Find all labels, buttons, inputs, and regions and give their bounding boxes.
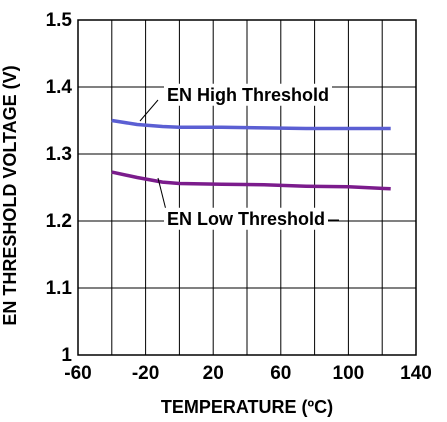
y-tick-label: 1 [61,345,72,366]
y-tick-labels: 1 1.1 1.2 1.3 1.4 1.5 [46,10,73,366]
series-line-0 [111,118,391,131]
x-tick-label: 100 [333,363,365,384]
y-tick-label: 1.3 [46,144,72,165]
x-tick-label: 20 [203,363,224,384]
annotation-leader-0 [139,99,159,122]
y-tick-label: 1.4 [46,77,73,98]
y-tick-label: 1.5 [46,10,73,31]
series-annotation-bg-1 [163,207,329,230]
series-annotation-1: EN Low Threshold [167,209,325,229]
plot-frame [77,19,417,356]
y-tick-label: 1.1 [46,278,73,299]
x-tick-labels: -60 -20 20 60 100 140 [64,363,432,384]
series-annotation-0: EN High Threshold [167,85,329,105]
x-tick-label: -60 [64,363,91,384]
series-line-1 [111,170,391,191]
series-lines [111,118,391,191]
x-axis-title: TEMPERATURE (ºC) [161,397,333,417]
series-annotation-bg-0 [164,83,332,106]
y-axis-title: EN THRESHOLD VOLTAGE (V) [0,65,20,325]
x-tick-label: -20 [132,363,159,384]
x-tick-label: 140 [400,363,432,384]
y-tick-label: 1.2 [46,211,72,232]
series-annotations: EN High Threshold EN Low Threshold [139,83,340,230]
x-tick-label: 60 [270,363,291,384]
annotation-leader-1 [157,177,167,211]
